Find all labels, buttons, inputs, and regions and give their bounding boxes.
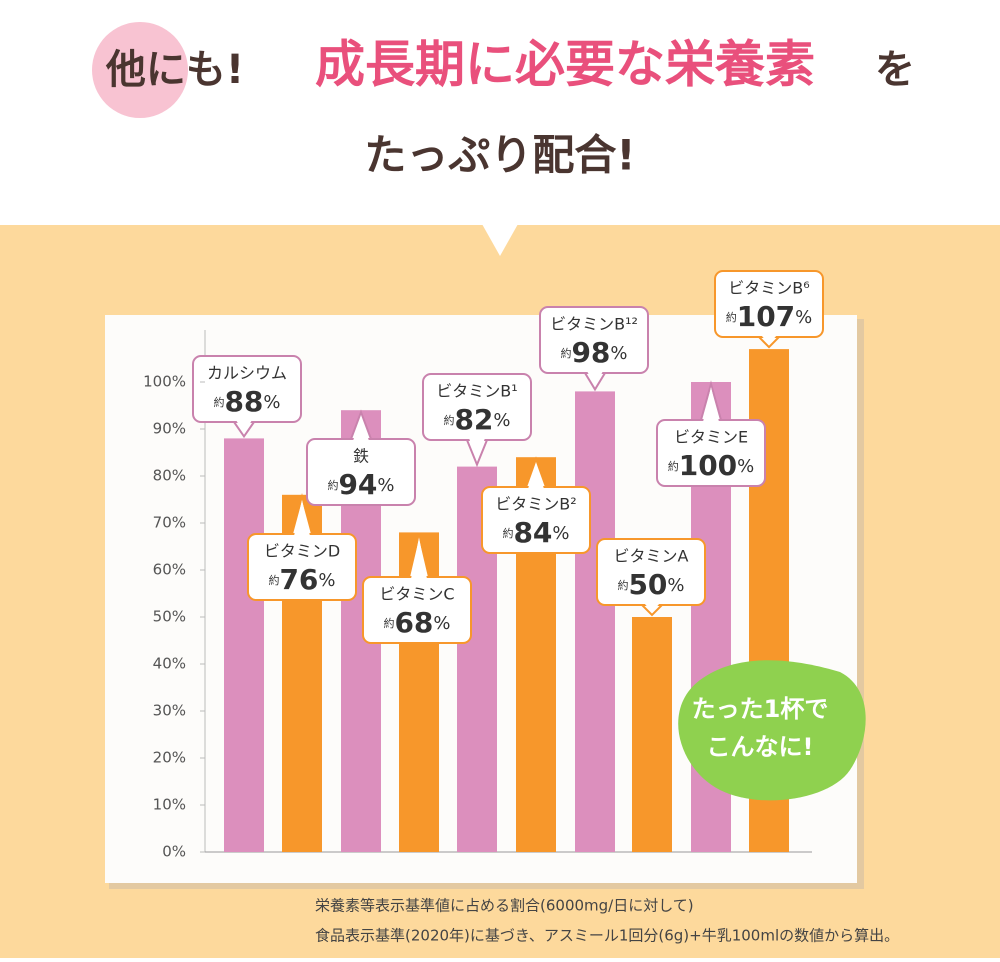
title-part: たっぷり配合! <box>364 131 635 180</box>
y-tick-label: 60% <box>153 561 186 579</box>
category-label: ビタミンB² <box>495 495 576 514</box>
value-label: 約50% <box>617 568 684 601</box>
value-label: 約100% <box>668 449 755 482</box>
callout-pointer-fill <box>528 462 544 489</box>
y-tick-label: 40% <box>153 655 186 673</box>
title-part: 他にも! <box>105 47 244 93</box>
callout-pointer-fill <box>294 499 310 536</box>
title-part: を <box>875 47 915 93</box>
note: 食品表示基準(2020年)に基づき、アスミール1回分(6g)+牛乳100mlの数… <box>315 927 899 945</box>
y-tick-label: 100% <box>143 373 186 391</box>
annotation: こんなに! <box>707 733 814 761</box>
annotation: たった1杯で <box>692 695 829 723</box>
y-tick-label: 90% <box>153 420 186 438</box>
value-label: 約107% <box>726 300 813 333</box>
bar <box>224 438 264 852</box>
value-label: 約82% <box>443 403 510 436</box>
category-label: ビタミンA <box>614 547 689 566</box>
value-label: 約84% <box>502 516 569 549</box>
callout-pointer-fill <box>587 371 603 387</box>
y-tick-label: 30% <box>153 702 186 720</box>
value-label: 約98% <box>560 336 627 369</box>
category-label: ビタミンE <box>674 428 748 447</box>
y-tick-label: 70% <box>153 514 186 532</box>
callout-pointer-fill <box>703 387 719 422</box>
callout-pointer-fill <box>644 603 660 612</box>
category-label: 鉄 <box>353 447 369 466</box>
callout-pointer-fill <box>236 420 252 434</box>
y-tick-label: 0% <box>162 843 186 861</box>
category-label: カルシウム <box>207 364 287 383</box>
notch <box>482 224 518 256</box>
value-label: 約88% <box>213 385 280 418</box>
callout-pointer-fill <box>761 335 777 345</box>
y-tick-label: 20% <box>153 749 186 767</box>
value-label: 約68% <box>383 606 450 639</box>
callout-pointer-fill <box>353 415 369 441</box>
value-label: 約94% <box>327 468 394 501</box>
category-label: ビタミンB¹² <box>550 315 638 334</box>
category-label: ビタミンD <box>264 542 340 561</box>
category-label: ビタミンB⁶ <box>728 279 809 298</box>
callout-pointer-fill <box>411 537 427 579</box>
title-badge <box>92 22 188 118</box>
bar <box>632 617 672 852</box>
y-tick-label: 50% <box>153 608 186 626</box>
value-label: 約76% <box>268 563 335 596</box>
badge <box>678 660 866 801</box>
title-part: 成長期に必要な栄養素 <box>315 36 815 94</box>
note: 栄養素等表示基準値に占める割合(6000mg/日に対して) <box>315 897 694 915</box>
y-tick-label: 10% <box>153 796 186 814</box>
category-label: ビタミンB¹ <box>436 382 517 401</box>
bar <box>575 391 615 852</box>
category-label: ビタミンC <box>379 585 454 604</box>
y-tick-label: 80% <box>153 467 186 485</box>
callout-pointer-fill <box>469 438 485 462</box>
